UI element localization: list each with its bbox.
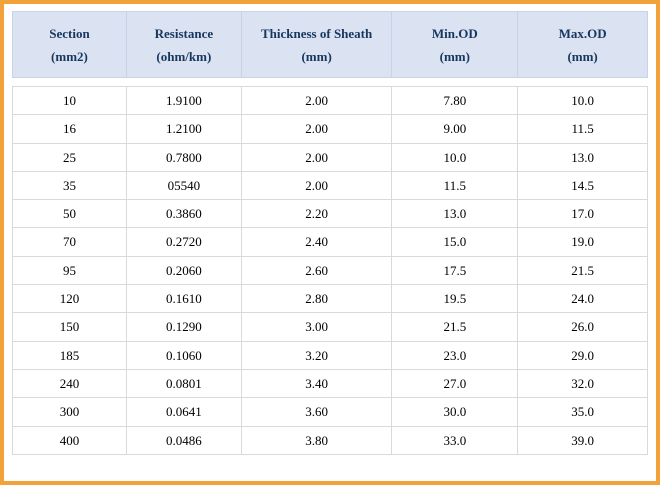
column-header-resistance: Resistance (ohm/km) (127, 12, 242, 77)
table-cell: 39.0 (571, 432, 594, 448)
table-cell: 50 (13, 200, 127, 228)
table-row: 150 0.1290 3.00 21.5 26.0 (13, 313, 647, 342)
table-cell: 16 (13, 115, 127, 143)
table-cell: 0.1610 (127, 285, 242, 313)
column-header-thickness-of-sheath: Thickness of Sheath (mm) (242, 12, 393, 77)
table-cell: 11.5 (571, 121, 594, 137)
column-label: Max.OD (558, 26, 607, 41)
table-cell: 400 (13, 426, 127, 454)
table-cell: 17.0 (571, 206, 594, 222)
table-cell: 3.60 (242, 398, 393, 426)
table-cell: 30.0 (392, 398, 519, 426)
table-cell: 2.60 (242, 256, 393, 285)
table-row: 240 0.0801 3.40 27.0 32.0 (13, 369, 647, 399)
table-cell: 1.9100 (127, 87, 242, 115)
table-cell: 3.00 (242, 313, 393, 341)
table-cell: 95 (13, 256, 127, 285)
table-cell: 0.1060 (127, 341, 242, 369)
table-cell: 35.0 (571, 404, 594, 420)
table-cell: 14.5 (571, 177, 594, 193)
table-cell: 3.20 (242, 341, 393, 369)
table-cell: 0.1290 (127, 313, 242, 341)
table-cell: 29.0 (571, 347, 594, 363)
table-cell: 3.80 (242, 426, 393, 454)
table-cell: 26.0 (571, 319, 594, 335)
table-cell: 185 (13, 341, 127, 369)
table-cell: 9.00 (392, 115, 519, 143)
table-row: 50 0.3860 2.20 13.0 17.0 (13, 200, 647, 229)
table-cell: 2.00 (242, 115, 393, 143)
table-cell: 150 (13, 313, 127, 341)
table-row: 120 0.1610 2.80 19.5 24.0 (13, 285, 647, 314)
table-row: 400 0.0486 3.80 33.0 39.0 (13, 426, 647, 455)
cable-spec-table: Section (mm2) Resistance (ohm/km) Thickness … (12, 11, 648, 455)
table-cell: 0.0486 (127, 426, 242, 454)
column-label: Resistance (154, 26, 214, 41)
table-body: 10 1.9100 2.00 7.80 10.0 16 1.2100 2.00 9.00 11.5… (12, 86, 648, 455)
table-cell: 10.0 (392, 143, 519, 171)
table-row: 16 1.2100 2.00 9.00 11.5 (13, 115, 647, 144)
table-cell: 21.5 (392, 313, 519, 341)
table-cell: 240 (13, 369, 127, 398)
column-header-section: Section (mm2) (13, 12, 127, 77)
table-cell: 13.0 (392, 200, 519, 228)
column-unit: (mm) (567, 49, 598, 64)
table-cell: 1.2100 (127, 115, 242, 143)
table-cell: 27.0 (392, 369, 519, 398)
table-cell: 24.0 (571, 291, 594, 307)
column-unit: (ohm/km) (156, 49, 212, 64)
table-cell: 05540 (127, 171, 242, 200)
table-cell: 3.40 (242, 369, 393, 398)
table-cell: 2.00 (242, 143, 393, 171)
table-cell: 2.80 (242, 285, 393, 313)
table-row: 10 1.9100 2.00 7.80 10.0 (13, 87, 647, 116)
table-cell: 19.0 (571, 234, 594, 250)
table-cell: 23.0 (392, 341, 519, 369)
table-cell: 11.5 (392, 171, 519, 200)
table-cell: 0.7800 (127, 143, 242, 171)
column-label: Min.OD (431, 26, 478, 41)
column-unit: (mm) (301, 49, 332, 64)
table-cell: 0.2060 (127, 256, 242, 285)
table-cell: 32.0 (571, 375, 594, 391)
table-row: 70 0.2720 2.40 15.0 19.0 (13, 228, 647, 257)
column-header-min-od: Min.OD (mm) (392, 12, 519, 77)
table-cell: 35 (13, 171, 127, 200)
table-cell: 120 (13, 285, 127, 313)
column-label: Section (49, 26, 90, 41)
table-cell: 2.40 (242, 228, 393, 256)
table-header-row: Section (mm2) Resistance (ohm/km) Thickness … (12, 11, 648, 78)
table-cell: 17.5 (392, 256, 519, 285)
table-cell: 0.0801 (127, 369, 242, 398)
table-cell: 21.5 (571, 262, 594, 278)
column-header-max-od: Max.OD (mm) (518, 12, 647, 77)
table-row: 300 0.0641 3.60 30.0 35.0 (13, 398, 647, 427)
table-cell: 2.20 (242, 200, 393, 228)
table-cell: 0.3860 (127, 200, 242, 228)
table-cell: 0.0641 (127, 398, 242, 426)
table-cell: 15.0 (392, 228, 519, 256)
column-label: Thickness of Sheath (260, 26, 373, 41)
table-cell: 2.00 (242, 171, 393, 200)
table-cell: 10.0 (571, 93, 594, 108)
table-cell: 33.0 (392, 426, 519, 454)
table-cell: 10 (13, 87, 127, 115)
table-cell: 13.0 (571, 149, 594, 165)
table-cell: 7.80 (392, 87, 519, 115)
column-unit: (mm) (439, 49, 470, 64)
table-row: 25 0.7800 2.00 10.0 13.0 (13, 143, 647, 172)
table-cell: 2.00 (242, 87, 393, 115)
table-row: 185 0.1060 3.20 23.0 29.0 (13, 341, 647, 370)
table-cell: 19.5 (392, 285, 519, 313)
column-unit: (mm2) (51, 49, 88, 64)
table-cell: 25 (13, 143, 127, 171)
table-cell: 70 (13, 228, 127, 256)
table-cell: 300 (13, 398, 127, 426)
table-cell: 0.2720 (127, 228, 242, 256)
table-row: 35 05540 2.00 11.5 14.5 (13, 171, 647, 201)
table-row: 95 0.2060 2.60 17.5 21.5 (13, 256, 647, 286)
